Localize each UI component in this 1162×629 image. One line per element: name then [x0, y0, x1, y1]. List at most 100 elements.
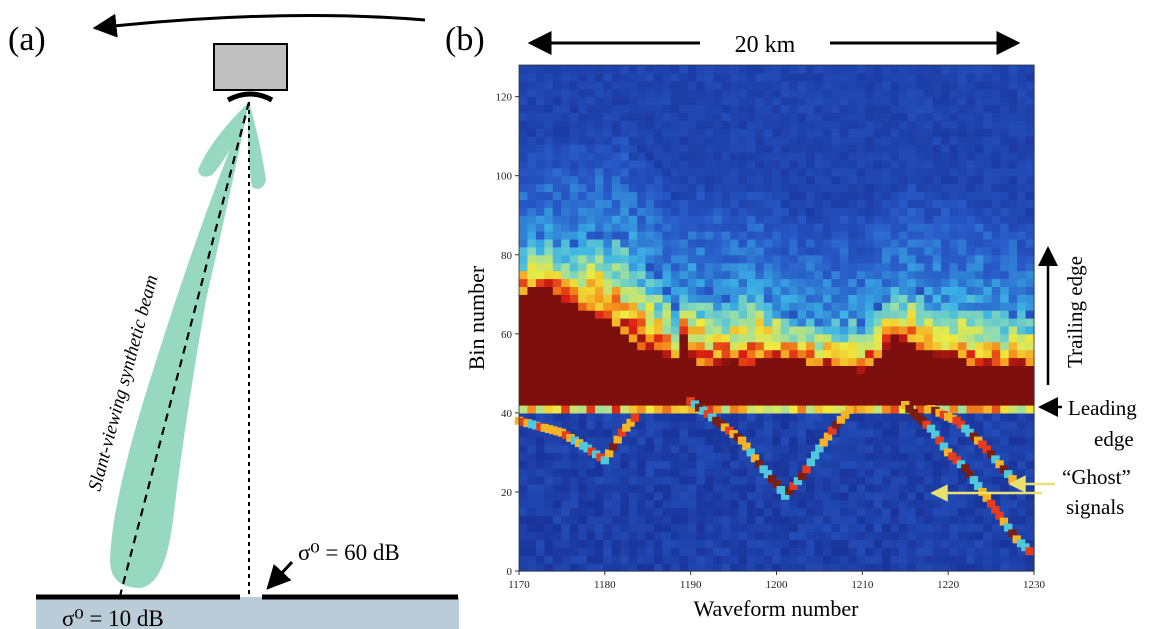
heatmap-cell — [814, 397, 824, 406]
ghost-signal-point — [845, 406, 854, 414]
heatmap-cell — [966, 120, 976, 129]
heatmap-cell — [882, 310, 891, 319]
heatmap-cell — [780, 175, 790, 185]
heatmap-cell — [873, 476, 883, 485]
heatmap-cell — [915, 302, 925, 311]
heatmap-cell — [856, 397, 866, 406]
heatmap-cell — [983, 88, 993, 98]
heatmap-cell — [527, 246, 537, 256]
ghost-signal-point — [703, 410, 712, 419]
heatmap-cell — [603, 286, 613, 295]
heatmap-cell — [932, 460, 942, 469]
heatmap-cell — [721, 159, 731, 169]
heatmap-cell — [713, 215, 723, 224]
heatmap-cell — [552, 207, 562, 216]
heatmap-cell — [544, 159, 554, 169]
heatmap-cell — [544, 507, 554, 517]
heatmap-cell — [865, 555, 875, 564]
heatmap-cell — [611, 254, 621, 264]
heatmap-cell — [797, 412, 807, 422]
heatmap-cell — [882, 191, 891, 200]
heatmap-cell — [814, 262, 824, 272]
heatmap-cell — [679, 199, 689, 208]
heatmap-cell — [890, 428, 900, 438]
heatmap-cell — [755, 278, 765, 287]
heatmap-cell — [628, 302, 638, 311]
heatmap-cell — [772, 507, 782, 517]
heatmap-cell — [747, 405, 756, 414]
heatmap-cell — [814, 215, 824, 224]
heatmap-cell — [578, 341, 588, 351]
heatmap-cell — [637, 444, 647, 453]
heatmap-cell — [535, 254, 545, 264]
x-tick-label: 1210 — [851, 579, 874, 591]
heatmap-cell — [611, 381, 621, 390]
heatmap-cell — [637, 128, 647, 137]
heatmap-cell — [924, 215, 934, 224]
heatmap-cell — [738, 468, 748, 477]
heatmap-cell — [848, 452, 858, 461]
heatmap-cell — [974, 539, 984, 548]
heatmap-cell — [654, 507, 664, 517]
heatmap-cell — [535, 436, 545, 446]
heatmap-cell — [907, 302, 917, 311]
heatmap-cell — [645, 318, 655, 327]
heatmap-cell — [974, 349, 984, 359]
heatmap-cell — [696, 246, 706, 256]
slant-beam — [110, 102, 249, 588]
heatmap-cell — [561, 523, 571, 533]
heatmap-cell — [932, 412, 942, 422]
heatmap-cell — [907, 136, 917, 145]
heatmap-cell — [915, 405, 925, 414]
heatmap-cell — [569, 515, 579, 525]
heatmap-cell — [544, 191, 554, 200]
heatmap-cell — [789, 357, 799, 366]
heatmap-cell — [747, 207, 756, 216]
heatmap-cell — [991, 302, 1001, 311]
heatmap-cell — [856, 191, 866, 200]
heatmap-cell — [848, 397, 858, 406]
heatmap-cell — [696, 389, 706, 398]
heatmap-cell — [772, 381, 782, 390]
heatmap-cell — [772, 167, 782, 177]
heatmap-cell — [569, 112, 579, 121]
heatmap-cell — [527, 270, 537, 280]
heatmap-cell — [611, 231, 621, 240]
heatmap-cell — [882, 246, 891, 256]
heatmap-cell — [535, 302, 545, 311]
heatmap-cell — [1000, 484, 1010, 493]
heatmap-cell — [856, 144, 866, 153]
heatmap-cell — [890, 523, 900, 533]
heatmap-cell — [747, 175, 756, 185]
sigma-pointer-arrow — [266, 560, 294, 590]
heatmap-cell — [1008, 223, 1018, 232]
heatmap-cell — [645, 120, 655, 129]
heatmap-cell — [932, 112, 942, 121]
heatmap-cell — [865, 175, 875, 185]
heatmap-cell — [755, 349, 765, 359]
heatmap-cell — [882, 397, 891, 406]
heatmap-cell — [552, 223, 562, 232]
ghost-signal-point — [617, 428, 627, 437]
heatmap-cell — [958, 515, 967, 525]
heatmap-cell — [907, 96, 917, 106]
heatmap-cell — [654, 412, 664, 422]
heatmap-cell — [637, 72, 647, 82]
heatmap-cell — [645, 412, 655, 422]
heatmap-cell — [814, 460, 824, 469]
heatmap-cell — [527, 72, 537, 82]
heatmap-cell — [637, 499, 647, 509]
heatmap-cell — [932, 531, 942, 540]
heatmap-cell — [696, 539, 706, 548]
heatmap-cell — [958, 215, 967, 224]
heatmap-cell — [679, 238, 689, 248]
heatmap-cell — [687, 262, 697, 272]
heatmap-cell — [721, 468, 731, 477]
heatmap-cell — [595, 373, 604, 382]
heatmap-cell — [637, 373, 647, 382]
heatmap-cell — [645, 523, 655, 533]
heatmap-cell — [983, 231, 993, 240]
heatmap-cell — [873, 223, 883, 232]
heatmap-cell — [907, 207, 917, 216]
heatmap-cell — [856, 341, 866, 351]
